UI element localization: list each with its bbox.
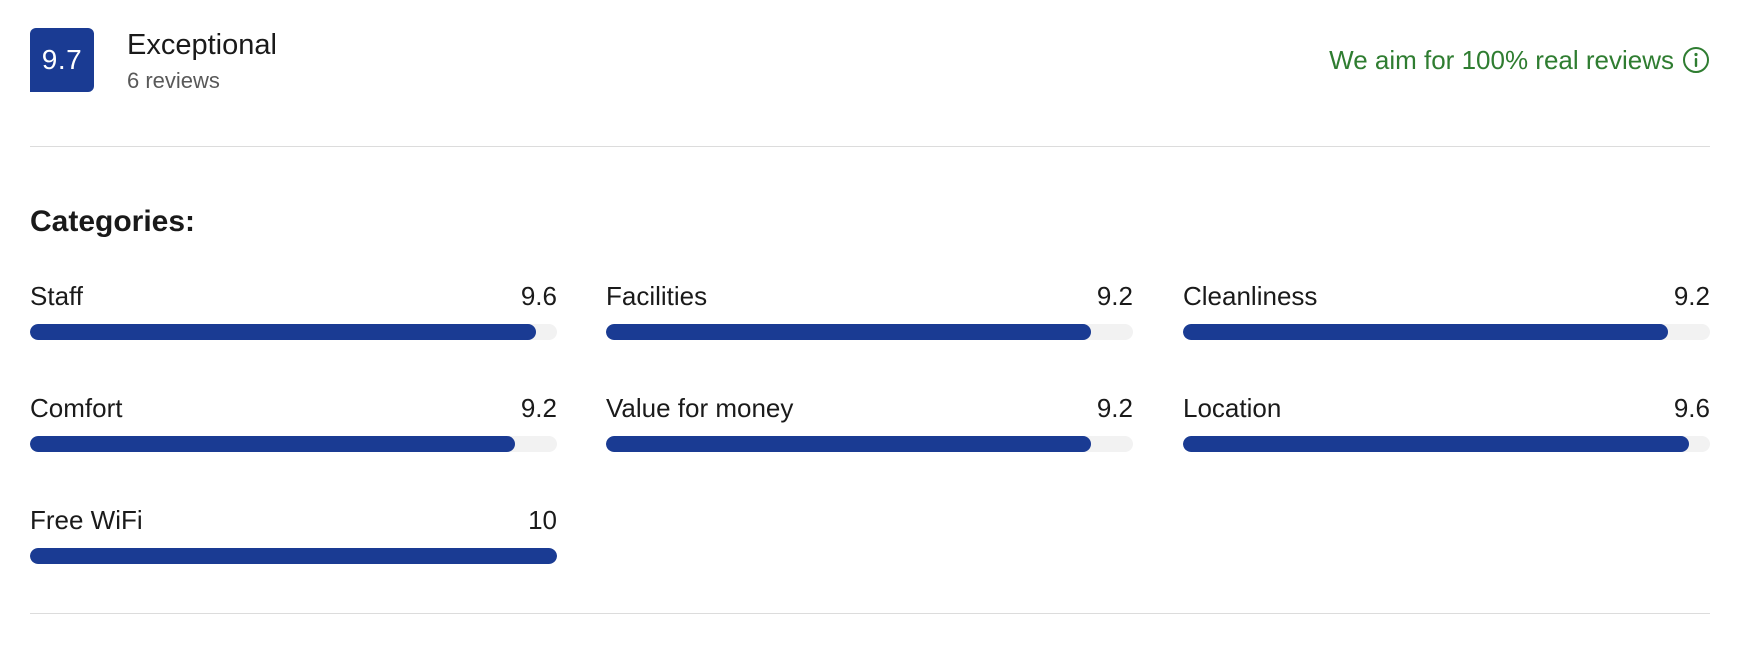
info-circle-icon[interactable] [1682,46,1710,74]
score-badge: 9.7 [30,28,94,92]
score-bar-fill [606,436,1091,452]
real-reviews-link[interactable]: We aim for 100% real reviews [1329,44,1710,76]
real-reviews-text: We aim for 100% real reviews [1329,45,1674,75]
category-label: Free WiFi [30,505,143,535]
score-bar-fill [30,436,515,452]
category-label: Comfort [30,393,123,423]
category-staff: Staff 9.6 [30,280,557,340]
category-free-wifi: Free WiFi 10 [30,504,557,564]
score-bar-track [1183,324,1710,340]
score-bar-fill [1183,436,1689,452]
category-label: Staff [30,281,84,311]
score-bar-fill [30,324,536,340]
review-score-panel: 9.7 Exceptional 6 reviews We aim for 100… [30,0,1710,650]
categories-title: Categories: [30,205,196,238]
rating-label: Exceptional [127,29,277,61]
category-label: Cleanliness [1183,281,1318,311]
category-label: Facilities [606,281,708,311]
score-bar-fill [1183,324,1668,340]
category-facilities: Facilities 9.2 [606,280,1133,340]
review-header: 9.7 Exceptional 6 reviews We aim for 100… [30,28,1710,93]
category-score: 9.6 [1673,393,1710,423]
category-location: Location 9.6 [1183,392,1710,452]
category-score: 9.2 [520,393,557,423]
category-score: 9.2 [1096,393,1133,423]
category-score: 10 [528,505,557,535]
score-bar-track [30,548,557,564]
score-bar-track [606,324,1133,340]
review-count[interactable]: 6 reviews [127,68,220,93]
category-comfort: Comfort 9.2 [30,392,557,452]
category-label: Value for money [606,393,794,423]
score-bar-track [30,324,557,340]
score-bar-track [606,436,1133,452]
category-value-for-money: Value for money 9.2 [606,392,1133,452]
category-score: 9.6 [520,281,557,311]
divider [30,146,1710,147]
score-bar-fill [30,548,557,564]
category-cleanliness: Cleanliness 9.2 [1183,280,1710,340]
score-bar-fill [606,324,1091,340]
score-bar-track [30,436,557,452]
category-score: 9.2 [1673,281,1710,311]
divider [30,613,1710,614]
score-bar-track [1183,436,1710,452]
category-label: Location [1183,393,1282,423]
category-score: 9.2 [1096,281,1133,311]
